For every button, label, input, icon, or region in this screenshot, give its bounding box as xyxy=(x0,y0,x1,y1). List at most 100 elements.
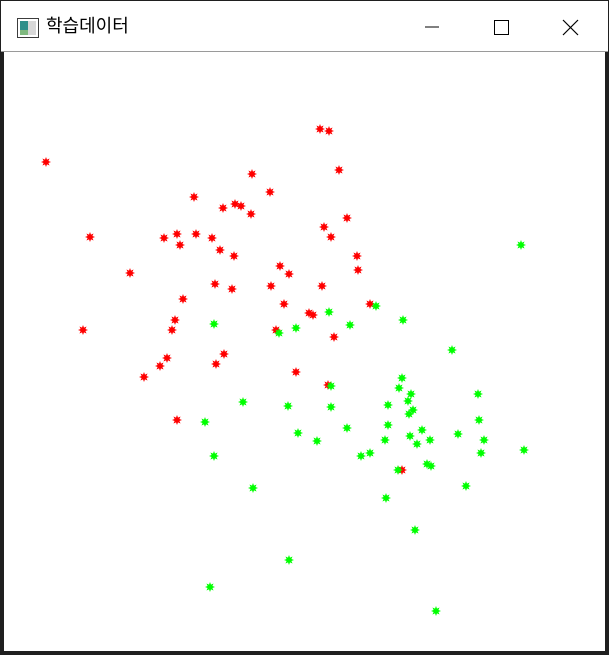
data-point-series-2-47 xyxy=(284,555,294,565)
data-point-series-1-45 xyxy=(211,359,221,369)
window-title: 학습데이터 xyxy=(46,16,129,37)
data-point-series-2-10 xyxy=(397,373,407,383)
data-point-series-2-39 xyxy=(209,451,219,461)
close-button[interactable] xyxy=(547,1,593,51)
data-point-series-2-29 xyxy=(312,436,322,446)
frame-right-edge xyxy=(605,52,608,654)
data-point-series-2-49 xyxy=(431,606,441,616)
data-point-series-2-27 xyxy=(342,423,352,433)
data-point-series-1-4 xyxy=(78,325,88,335)
data-point-series-2-21 xyxy=(326,402,336,412)
data-point-series-1-42 xyxy=(219,349,229,359)
data-point-series-2-6 xyxy=(209,319,219,329)
data-point-series-2-33 xyxy=(412,439,422,449)
data-point-series-2-34 xyxy=(200,417,210,427)
close-icon xyxy=(562,19,579,36)
data-point-series-1-25 xyxy=(352,251,362,261)
maximize-button[interactable] xyxy=(478,1,524,51)
data-point-series-2-15 xyxy=(383,400,393,410)
data-point-series-1-15 xyxy=(159,233,169,243)
data-point-series-2-31 xyxy=(380,435,390,445)
data-point-series-1-28 xyxy=(284,269,294,279)
data-point-series-2-26 xyxy=(479,435,489,445)
data-point-series-2-9 xyxy=(447,345,457,355)
data-point-series-1-22 xyxy=(342,213,352,223)
data-point-series-2-28 xyxy=(293,428,303,438)
data-point-series-2-41 xyxy=(426,461,436,471)
data-point-series-1-29 xyxy=(266,281,276,291)
data-point-series-2-12 xyxy=(406,389,416,399)
data-point-series-1-31 xyxy=(227,284,237,294)
data-point-series-2-48 xyxy=(205,582,215,592)
data-point-series-1-11 xyxy=(236,201,246,211)
data-point-series-1-33 xyxy=(317,281,327,291)
minimize-icon xyxy=(425,26,439,28)
data-point-series-1-21 xyxy=(229,251,239,261)
data-point-series-1-36 xyxy=(167,325,177,335)
data-point-series-1-5 xyxy=(315,124,325,134)
data-point-series-2-22 xyxy=(474,415,484,425)
data-point-series-2-25 xyxy=(453,429,463,439)
scatter-plot xyxy=(41,124,529,616)
data-point-series-2-5 xyxy=(345,320,355,330)
data-point-series-2-7 xyxy=(291,323,301,333)
data-point-series-1-6 xyxy=(324,126,334,136)
data-point-series-2-45 xyxy=(381,493,391,503)
data-point-series-1-32 xyxy=(178,294,188,304)
data-point-series-2-42 xyxy=(393,465,403,475)
data-point-series-1-17 xyxy=(191,229,201,239)
data-point-series-1-14 xyxy=(246,209,256,219)
data-point-series-2-46 xyxy=(410,525,420,535)
data-point-series-1-44 xyxy=(155,361,165,371)
data-point-series-2-23 xyxy=(417,425,427,435)
data-point-series-1-30 xyxy=(210,279,220,289)
data-point-series-2-4 xyxy=(324,307,334,317)
data-point-series-1-23 xyxy=(319,222,329,232)
data-point-series-1-9 xyxy=(218,203,228,213)
data-point-series-2-14 xyxy=(326,381,336,391)
data-point-series-1-27 xyxy=(275,261,285,271)
data-point-series-1-18 xyxy=(207,233,217,243)
data-point-series-1-26 xyxy=(353,265,363,275)
maximize-icon xyxy=(494,20,509,35)
data-point-series-1-12 xyxy=(247,169,257,179)
data-point-series-1-8 xyxy=(189,192,199,202)
data-point-series-1-41 xyxy=(329,332,339,342)
data-point-series-2-3 xyxy=(398,315,408,325)
data-point-series-1-13 xyxy=(265,187,275,197)
data-point-series-2-1 xyxy=(516,240,526,250)
data-point-series-1-1 xyxy=(41,157,51,167)
data-point-series-2-20 xyxy=(283,401,293,411)
data-point-series-2-2 xyxy=(371,301,381,311)
data-point-series-2-30 xyxy=(405,431,415,441)
minimize-button[interactable] xyxy=(409,1,455,51)
data-point-series-1-39 xyxy=(308,310,318,320)
frame-bottom-edge xyxy=(1,651,608,654)
data-point-series-1-19 xyxy=(175,240,185,250)
title-bar[interactable]: 학습데이터 xyxy=(1,1,608,52)
data-point-series-1-49 xyxy=(172,415,182,425)
frame-left-edge xyxy=(1,52,4,654)
data-point-series-1-3 xyxy=(125,268,135,278)
data-point-series-2-13 xyxy=(403,396,413,406)
data-point-series-2-37 xyxy=(476,448,486,458)
data-point-series-1-7 xyxy=(334,165,344,175)
data-point-series-1-47 xyxy=(291,367,301,377)
data-point-series-1-43 xyxy=(162,353,172,363)
data-point-series-2-32 xyxy=(425,435,435,445)
data-point-series-2-11 xyxy=(394,383,404,393)
data-point-series-1-46 xyxy=(139,372,149,382)
data-point-series-2-44 xyxy=(248,483,258,493)
window-app-icon xyxy=(17,18,39,38)
data-point-series-2-18 xyxy=(404,409,414,419)
data-point-series-2-43 xyxy=(461,481,471,491)
data-point-series-1-37 xyxy=(279,299,289,309)
data-point-series-2-8 xyxy=(274,328,284,338)
data-point-series-2-16 xyxy=(473,389,483,399)
data-point-series-2-24 xyxy=(383,420,393,430)
plot-area xyxy=(4,52,605,651)
data-point-series-2-36 xyxy=(356,451,366,461)
data-point-series-1-20 xyxy=(215,245,225,255)
data-point-series-1-16 xyxy=(172,229,182,239)
data-point-series-1-24 xyxy=(326,232,336,242)
